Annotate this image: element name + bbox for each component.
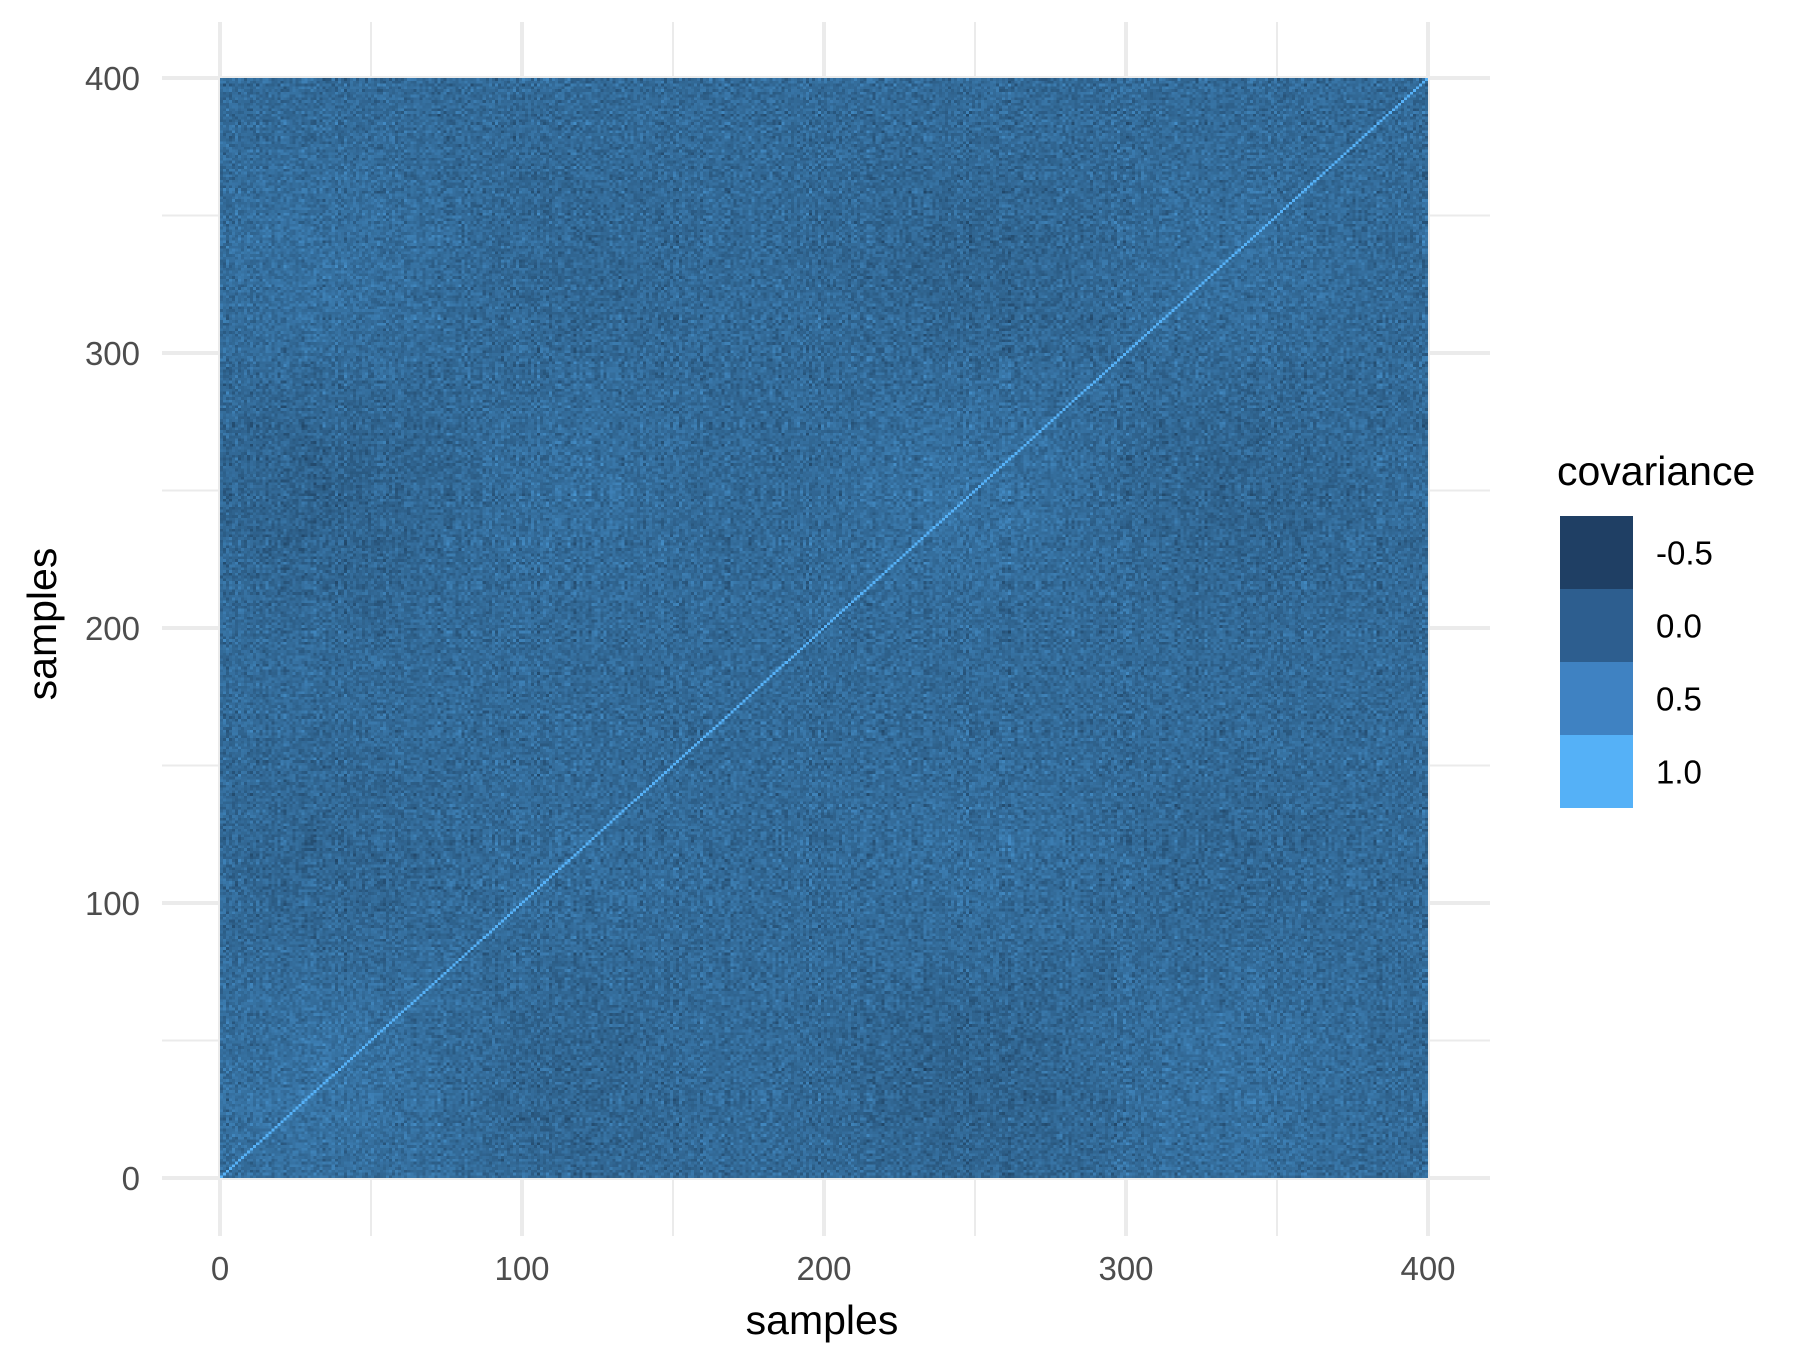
x-tick-label: 100: [494, 1250, 549, 1287]
y-tick-label: 300: [85, 335, 140, 372]
legend-title: covariance: [1557, 448, 1755, 494]
x-tick-label: 300: [1098, 1250, 1153, 1287]
legend-label: 0.5: [1656, 681, 1702, 718]
legend-color-key: [1560, 735, 1633, 808]
legend-color-key: [1560, 589, 1633, 662]
heatmap-cells: [220, 78, 1428, 1178]
x-tick-label: 400: [1400, 1250, 1455, 1287]
legend-color-key: [1560, 662, 1633, 735]
y-tick-label: 200: [85, 610, 140, 647]
legend-label: 0.0: [1656, 608, 1702, 645]
x-tick-label: 200: [796, 1250, 851, 1287]
y-axis-title: samples: [19, 548, 65, 701]
x-tick-label: 0: [211, 1250, 229, 1287]
y-tick-label: 400: [85, 60, 140, 97]
y-axis-ticks: 0 100 200 300 400: [85, 60, 140, 1197]
y-tick-label: 100: [85, 885, 140, 922]
legend: covariance -0.5 0.0 0.5 1.0: [1557, 448, 1755, 808]
legend-label: 1.0: [1656, 754, 1702, 791]
heatmap-image: [220, 78, 1428, 1178]
x-axis-ticks: 0 100 200 300 400: [211, 1250, 1456, 1287]
x-axis-title: samples: [746, 1297, 899, 1343]
legend-color-key: [1560, 516, 1633, 589]
legend-entries: -0.5 0.0 0.5 1.0: [1560, 516, 1713, 808]
y-tick-label: 0: [122, 1160, 140, 1197]
legend-label: -0.5: [1656, 535, 1713, 572]
